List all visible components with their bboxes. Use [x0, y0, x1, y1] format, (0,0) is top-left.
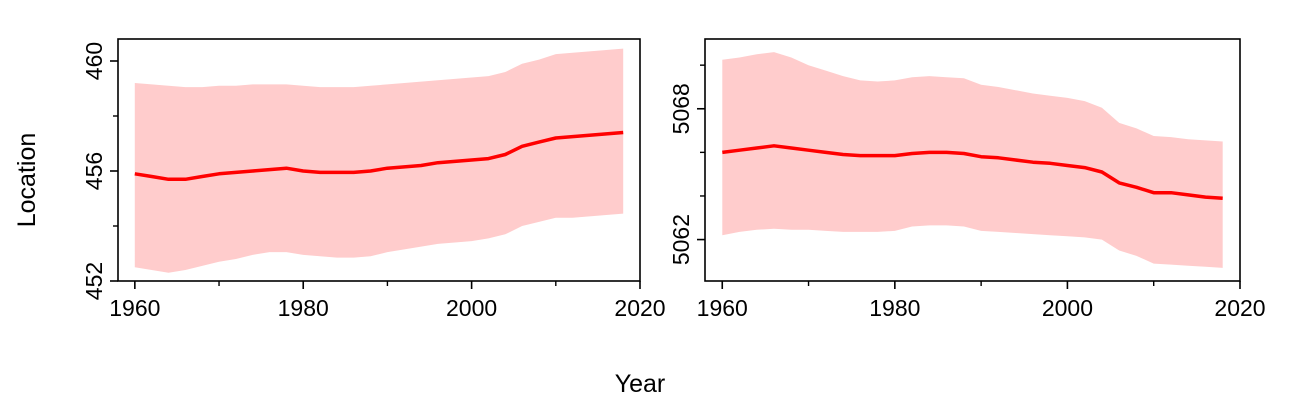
x-tick-label: 1980 — [869, 295, 920, 321]
x-tick-label: 1960 — [109, 295, 160, 321]
x-tick-label: 1960 — [697, 295, 748, 321]
plot-frame — [117, 38, 641, 282]
y-axis-title: Location — [13, 133, 41, 228]
y-tick-label: 5062 — [668, 214, 694, 265]
x-axis-title: Year — [615, 370, 666, 398]
x-tick-label: 2000 — [1042, 295, 1093, 321]
confidence-band — [134, 48, 624, 273]
x-tick-label: 2000 — [446, 295, 497, 321]
series-line — [134, 130, 624, 182]
left-panel: 1960 1980 2000 2020 452 456 460 — [81, 38, 666, 321]
y-tick-label: 456 — [81, 152, 107, 190]
y-tick-label: 452 — [81, 262, 107, 300]
plot-frame — [704, 38, 1241, 282]
y-tick-label: 460 — [81, 42, 107, 80]
right-panel: 1960 1980 2000 2020 5062 5068 — [668, 38, 1266, 321]
y-tick-label: 5068 — [668, 83, 694, 134]
x-tick-label: 2020 — [614, 295, 665, 321]
confidence-band — [722, 52, 1223, 268]
x-tick-label: 2020 — [1214, 295, 1265, 321]
x-tick-label: 1980 — [278, 295, 329, 321]
series-line — [722, 144, 1223, 200]
